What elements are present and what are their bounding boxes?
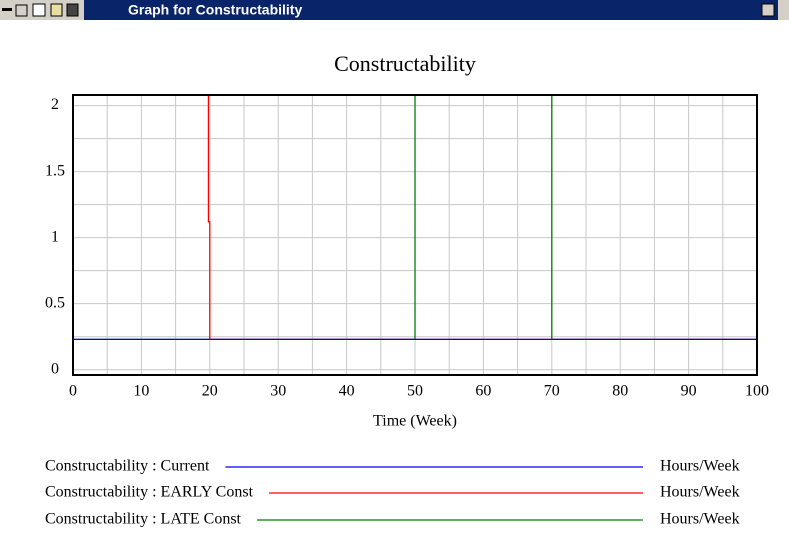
y-tick-label: 0.5 (45, 294, 65, 311)
y-tick-label: 0 (51, 360, 59, 377)
x-tick-label: 10 (133, 383, 149, 400)
title-bar (84, 0, 778, 20)
x-tick-label: 40 (339, 383, 355, 400)
x-tick-label: 50 (407, 383, 423, 400)
x-tick-label: 30 (270, 383, 286, 400)
chart-title: Constructability (334, 51, 476, 76)
x-tick-label: 80 (612, 383, 628, 400)
legend-label: Constructability : Current (45, 458, 210, 475)
x-tick-label: 60 (475, 383, 491, 400)
x-tick-label: 0 (69, 383, 77, 400)
window-title: Graph for Constructability (128, 2, 302, 18)
y-tick-label: 1 (51, 228, 59, 245)
plot-frame (72, 94, 758, 376)
y-tick-label: 2 (51, 96, 59, 113)
y-tick-label: 1.5 (45, 162, 65, 179)
maximize-button[interactable] (761, 3, 775, 17)
legend-units: Hours/Week (660, 484, 740, 501)
close-button[interactable] (778, 4, 789, 16)
legend-label: Constructability : LATE Const (45, 511, 242, 528)
x-tick-label: 90 (681, 383, 697, 400)
toolbar-icons[interactable] (2, 3, 79, 17)
x-tick-label: 70 (544, 383, 560, 400)
x-tick-label: 100 (745, 383, 769, 400)
x-tick-label: 20 (202, 383, 218, 400)
legend-units: Hours/Week (660, 511, 740, 528)
legend-label: Constructability : EARLY Const (45, 484, 254, 501)
legend-units: Hours/Week (660, 458, 740, 475)
x-axis-label: Time (Week) (373, 413, 457, 430)
